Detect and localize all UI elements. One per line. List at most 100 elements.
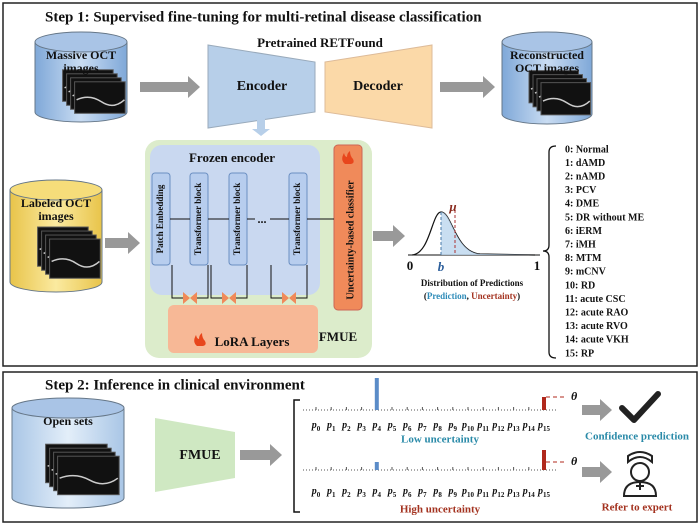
- class-label: 11: acute CSC: [565, 294, 626, 305]
- transformer-block-label: Transformer block: [292, 183, 302, 255]
- p-index: 14: [528, 491, 536, 499]
- refer-label: Refer to expert: [602, 502, 673, 514]
- p-symbol: p: [476, 486, 482, 497]
- class-label: 5: DR without ME: [565, 212, 644, 223]
- arrow: [373, 225, 405, 247]
- fire-icon: [194, 333, 206, 346]
- p-label: p12: [491, 486, 505, 498]
- lora-box: [168, 305, 318, 353]
- lora-link: [270, 265, 308, 299]
- oct-layer: [59, 474, 119, 485]
- p-label: p14: [522, 486, 536, 498]
- p-index: 4: [378, 425, 382, 433]
- p-label: p0: [311, 420, 321, 432]
- dist-tick: b: [438, 259, 445, 274]
- dist-tick: 0: [407, 258, 414, 273]
- prediction: Prediction: [427, 291, 467, 301]
- p-label: p5: [387, 420, 397, 432]
- lora-adapter: [282, 292, 289, 304]
- arrow: [240, 444, 282, 466]
- p-index: 1: [332, 425, 336, 433]
- lora-adapter: [190, 292, 197, 304]
- p-index: 15: [543, 425, 551, 433]
- low-uncertainty: Low uncertainty: [401, 434, 479, 446]
- encoder-label: Encoder: [237, 79, 288, 94]
- p15-bar: [542, 397, 546, 410]
- p-symbol: p: [448, 420, 454, 431]
- p-symbol: p: [326, 420, 332, 431]
- p-label: p1: [326, 420, 336, 432]
- oct-layer: [542, 97, 591, 108]
- p-index: 2: [347, 425, 351, 433]
- p-symbol: p: [326, 486, 332, 497]
- class-label: 4: DME: [565, 199, 599, 210]
- dist-legend: (Prediction, Uncertainty): [424, 291, 520, 301]
- dist-curve: [411, 211, 536, 256]
- oct-image: [49, 238, 101, 279]
- p-symbol: p: [537, 420, 543, 431]
- p-symbol: p: [311, 420, 317, 431]
- p-label: p4: [372, 486, 382, 498]
- p-index: 8: [438, 491, 442, 499]
- uncertainty: Uncertainty: [471, 291, 517, 301]
- class-label: 9: mCNV: [565, 267, 607, 278]
- p-index: 5: [393, 425, 397, 433]
- cylinder-label: images: [38, 209, 74, 223]
- class-label: 7: iMH: [565, 239, 596, 250]
- class-label: 14: acute VKH: [565, 335, 629, 346]
- p-label: p8: [432, 486, 442, 498]
- p-symbol: p: [417, 486, 423, 497]
- p-label: p14: [522, 420, 536, 432]
- p-index: 10: [467, 491, 475, 499]
- class-label: 15: RP: [565, 348, 594, 359]
- encoder-shape: [207, 44, 316, 129]
- brace: [542, 145, 557, 359]
- p-symbol: p: [491, 486, 497, 497]
- p-symbol: p: [432, 420, 438, 431]
- p-index: 6: [408, 425, 412, 433]
- p-label: p10: [461, 486, 475, 498]
- mu-label: μ: [448, 199, 456, 214]
- oct-layer: [76, 96, 125, 107]
- p-symbol: p: [522, 486, 528, 497]
- model-label: Pretrained RETFound: [257, 35, 384, 50]
- transformer-block-label: Transformer block: [232, 183, 242, 255]
- p-label: p15: [537, 486, 551, 498]
- p-label: p2: [341, 486, 351, 498]
- p-symbol: p: [402, 420, 408, 431]
- p-symbol: p: [387, 486, 393, 497]
- cylinder-label: OCT images: [515, 61, 579, 75]
- p-index: 1: [332, 491, 336, 499]
- doctor-icon: [622, 451, 658, 497]
- p-symbol: p: [417, 420, 423, 431]
- check-icon: [619, 391, 661, 423]
- p-label: p3: [356, 486, 366, 498]
- class-label: 6: iERM: [565, 226, 603, 237]
- p-symbol: p: [402, 486, 408, 497]
- p-label: p2: [341, 420, 351, 432]
- p-index: 8: [438, 425, 442, 433]
- lora-link: [210, 265, 248, 299]
- p-symbol: p: [448, 486, 454, 497]
- classifier-label: Uncertainty-based classifier: [345, 180, 356, 300]
- p-symbol: p: [356, 486, 362, 497]
- paren: ): [517, 291, 520, 301]
- class-label: 8: MTM: [565, 253, 602, 264]
- p-index: 7: [423, 425, 427, 433]
- p15-bar: [542, 450, 546, 470]
- p-label: p9: [448, 486, 458, 498]
- p-symbol: p: [461, 420, 467, 431]
- p-index: 6: [408, 491, 412, 499]
- p-index: 7: [423, 491, 427, 499]
- class-label: 1: dAMD: [565, 158, 605, 169]
- p-index: 9: [454, 425, 458, 433]
- cylinder-label: images: [63, 61, 99, 75]
- cylinder-top: [34, 31, 128, 53]
- p-symbol: p: [507, 486, 513, 497]
- p-label: p5: [387, 486, 397, 498]
- class-label: 13: acute RVO: [565, 321, 628, 332]
- arrow: [582, 399, 612, 421]
- arrow: [252, 113, 270, 136]
- cylinder-top: [501, 31, 593, 53]
